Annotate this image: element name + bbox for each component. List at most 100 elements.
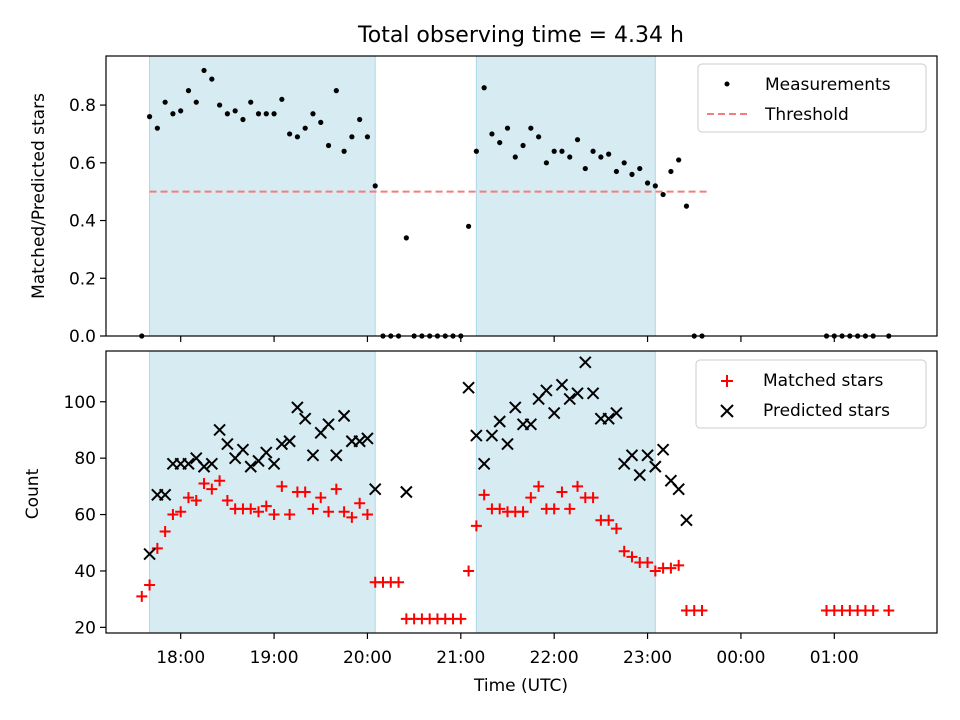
predicted-star-point: [400, 485, 413, 499]
top-shaded-intervals: [149, 55, 656, 337]
measurement-point: [403, 235, 409, 241]
predicted-star-point: [579, 356, 592, 369]
matched-star-point: [159, 525, 171, 537]
measurement-point: [652, 183, 658, 189]
matched-star-point: [610, 523, 622, 535]
measurement-point: [263, 111, 269, 117]
threshold-legend-label: Threshold: [764, 105, 849, 125]
bottom-xtick-label: 23:00: [623, 648, 672, 668]
matched-star-point: [198, 478, 210, 490]
predicted-star-point: [586, 387, 600, 400]
bottom-shaded-interval-0: [149, 350, 376, 634]
measurement-point: [528, 125, 534, 131]
matched-star-point: [144, 579, 156, 591]
matched-star-point: [338, 506, 350, 518]
matched-star-point: [276, 480, 288, 492]
matched-star-point: [253, 506, 265, 518]
bottom-x-axis-ticks: 18:00 19:00 20:00 21:00 22:00 23:00 00:00 01:00: [156, 633, 859, 668]
measurement-point: [193, 99, 199, 105]
matched-star-point: [284, 509, 296, 521]
measurement-point: [201, 67, 207, 74]
measurement-point: [551, 148, 557, 154]
matched-star-point: [330, 483, 342, 495]
predicted-star-point: [361, 432, 374, 445]
measurement-point: [255, 111, 262, 117]
measurement-point: [240, 116, 246, 123]
top-shaded-interval-0: [149, 55, 376, 337]
measurement-point: [590, 148, 596, 154]
predicted-star-point: [656, 443, 670, 456]
predicted-star-point: [267, 457, 281, 471]
matched-star-point: [175, 506, 187, 518]
top-ytick-label: 0.6: [69, 154, 96, 174]
measurement-point: [637, 165, 643, 172]
top-y-axis-ticks: 0.0 0.2 0.4 0.6 0.8: [69, 96, 106, 347]
measurement-point: [536, 134, 542, 140]
matched-star-point: [618, 545, 630, 557]
matched-legend-marker: [721, 375, 733, 387]
predicted-star-point: [555, 378, 569, 392]
measurement-point: [504, 125, 511, 131]
predicted-star-point: [462, 381, 475, 394]
predicted-star-point: [649, 460, 662, 473]
measurement-point: [178, 108, 184, 114]
matched-star-point: [478, 489, 490, 501]
measurement-point: [676, 157, 682, 163]
bottom-plot-frame: [105, 350, 938, 634]
predicted-star-point: [283, 435, 296, 448]
measurement-point: [660, 191, 666, 198]
predicted-star-point: [205, 457, 219, 471]
matched-star-point: [587, 492, 599, 504]
top-legend: Measurements Threshold: [697, 63, 927, 133]
predicted-star-point: [322, 418, 335, 431]
matched-star-point: [517, 506, 529, 518]
top-ytick-label: 0.0: [69, 327, 96, 347]
predicted-star-point: [602, 412, 615, 425]
measurement-point: [357, 116, 363, 123]
measurement-point: [372, 183, 378, 189]
measurement-point: [644, 180, 651, 186]
predicted-star-point: [298, 412, 312, 425]
predicted-star-point: [509, 401, 522, 414]
matched-star-point: [260, 500, 272, 512]
bottom-legend-box: [695, 359, 927, 429]
matched-star-point: [470, 520, 482, 532]
predicted-legend-marker: [720, 404, 734, 418]
top-ytick-label: 0.2: [69, 269, 96, 289]
measurement-point: [185, 88, 192, 94]
predicted-star-point: [493, 415, 506, 428]
top-panel: 0.00.20.40.60.8 Matched/Predicted stars …: [29, 55, 938, 347]
matched-star-point: [307, 503, 319, 515]
matched-star-point: [564, 503, 576, 515]
bottom-y-axis-label: Count: [23, 468, 43, 519]
matched-star-point: [548, 503, 560, 515]
measurements-legend-marker: [724, 81, 730, 87]
bottom-xtick-label: 00:00: [716, 648, 765, 668]
matched-star-point: [867, 604, 879, 616]
predicted-star-point: [244, 460, 257, 473]
predicted-star-point: [470, 429, 483, 442]
matched-star-point: [136, 590, 148, 602]
measurement-point: [465, 223, 472, 229]
matched-star-point: [323, 506, 335, 518]
bottom-xtick-label: 21:00: [436, 648, 485, 668]
top-ytick-label: 0.8: [69, 96, 96, 116]
measurement-point: [489, 131, 495, 137]
measurement-point: [279, 96, 285, 102]
measurement-point: [333, 88, 339, 94]
predicted-star-point: [501, 437, 514, 451]
predicted-star-point: [672, 482, 685, 496]
matched-star-point: [603, 514, 615, 526]
measurement-point: [497, 139, 503, 146]
matched-star-point: [525, 492, 537, 504]
measurement-point: [520, 142, 526, 149]
measurement-point: [574, 137, 581, 143]
measurement-point: [170, 111, 176, 117]
predicted-star-point: [563, 392, 576, 406]
measurement-point: [606, 151, 612, 157]
matched-star-point: [206, 483, 218, 495]
matched-star-point: [167, 509, 179, 521]
measurement-point: [559, 148, 565, 154]
count-points: [136, 356, 895, 625]
